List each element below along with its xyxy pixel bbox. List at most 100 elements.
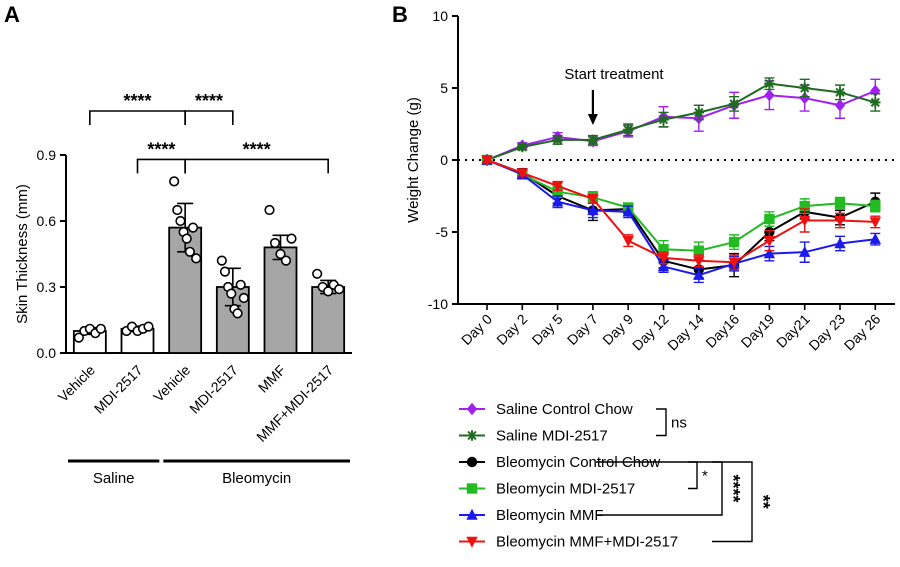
data-point	[269, 237, 281, 249]
series-line	[486, 89, 876, 161]
y-tick-label: 0.6	[37, 213, 57, 229]
data-point	[232, 308, 243, 319]
legend-significance-bracket	[656, 408, 667, 437]
data-point	[219, 266, 231, 277]
legend-significance-bracket	[712, 461, 753, 543]
data-point	[870, 97, 881, 108]
y-axis-title: Weight Change (g)	[405, 97, 422, 223]
x-tick-label: Day 7	[564, 311, 601, 348]
panel-letter-a: A	[4, 2, 20, 27]
legend-marker	[466, 483, 478, 494]
data-point	[184, 246, 195, 257]
data-point	[834, 215, 846, 227]
x-tick-label: MMF	[255, 362, 289, 396]
series	[481, 77, 881, 166]
data-point	[481, 155, 493, 167]
y-tick-label: 5	[440, 80, 448, 96]
significance-label: ****	[243, 139, 271, 159]
data-point	[834, 198, 846, 209]
panel-b-line-chart: Weight Change (g) Start treatment -10 -5 0…	[405, 8, 895, 551]
legend-label: Bleomycin Control Chow	[496, 454, 660, 471]
data-point	[869, 233, 881, 244]
data-point	[587, 204, 599, 216]
significance-label: ****	[195, 91, 223, 111]
data-point	[216, 255, 227, 266]
data-point	[799, 82, 810, 94]
data-point	[238, 292, 249, 304]
legend-significance-label: **	[753, 495, 773, 509]
x-tick-label: MDI-2517	[91, 362, 146, 417]
data-point	[551, 195, 564, 207]
data-point	[517, 141, 528, 153]
data-point	[657, 253, 670, 265]
series-line	[486, 82, 876, 161]
y-axis-title: Skin Thickness (mm)	[14, 184, 31, 324]
data-point	[693, 245, 704, 256]
x-tick-label: Day 5	[529, 311, 566, 348]
data-point	[226, 288, 237, 299]
data-point	[587, 134, 599, 146]
start-treatment-annotation: Start treatment	[564, 66, 664, 83]
y-tick-label: 10	[432, 8, 448, 24]
y-tick-label: -5	[436, 224, 449, 240]
legend-label: Bleomycin MDI-2517	[496, 481, 635, 498]
legend-label: Bleomycin MMF	[496, 507, 604, 524]
data-point	[623, 124, 634, 135]
bar	[263, 246, 298, 354]
significance-label: ****	[123, 91, 151, 111]
data-point	[312, 268, 323, 279]
data-point	[334, 284, 345, 295]
data-point	[870, 200, 881, 212]
significance-label: ****	[147, 139, 175, 159]
data-point	[143, 321, 154, 332]
legend-significance-label: *	[702, 467, 708, 484]
data-point	[552, 134, 563, 146]
data-point	[834, 99, 846, 112]
data-point	[95, 323, 106, 334]
annotation-arrow-head	[587, 114, 598, 125]
data-point	[834, 87, 846, 98]
data-point	[175, 215, 186, 227]
data-point	[763, 247, 776, 259]
legend-marker	[466, 536, 478, 548]
legend-significance-bracket	[688, 461, 698, 490]
data-point	[869, 217, 881, 229]
legend-label: Saline Control Chow	[496, 401, 633, 418]
x-tick-label: Day 26	[841, 311, 884, 354]
data-point	[172, 204, 183, 216]
data-point	[728, 98, 740, 110]
data-point	[235, 279, 246, 290]
data-point	[870, 84, 881, 98]
legend: Saline Control Chow Saline MDI-2517 Bleomy…	[459, 401, 773, 551]
data-point	[693, 107, 704, 118]
data-point	[658, 114, 669, 125]
data-point	[187, 222, 199, 233]
data-point	[280, 255, 292, 266]
data-point	[622, 235, 634, 247]
x-tick-label: MDI-2517	[186, 362, 241, 417]
y-tick-label: -10	[428, 296, 448, 312]
y-tick-label: 0.9	[37, 147, 57, 163]
data-point	[73, 332, 84, 343]
legend-marker	[466, 508, 478, 520]
data-point	[658, 244, 669, 255]
data-point	[181, 233, 192, 244]
data-point	[764, 213, 775, 225]
data-point	[799, 91, 810, 105]
legend-marker	[466, 456, 478, 468]
bar	[311, 286, 346, 354]
series-line	[486, 159, 876, 271]
data-point	[693, 256, 705, 267]
data-point	[834, 237, 846, 249]
data-point	[657, 260, 670, 272]
data-point	[799, 245, 811, 257]
x-tick-label: Day 23	[805, 311, 848, 354]
data-point	[323, 286, 334, 297]
data-point	[191, 253, 202, 264]
series-line	[486, 159, 876, 264]
data-point	[763, 235, 776, 247]
panel-a-bar-chart: Skin Thickness (mm) 0.00.30.60.9VehicleM…	[14, 91, 352, 487]
data-point	[799, 200, 810, 212]
series-line	[486, 159, 876, 252]
